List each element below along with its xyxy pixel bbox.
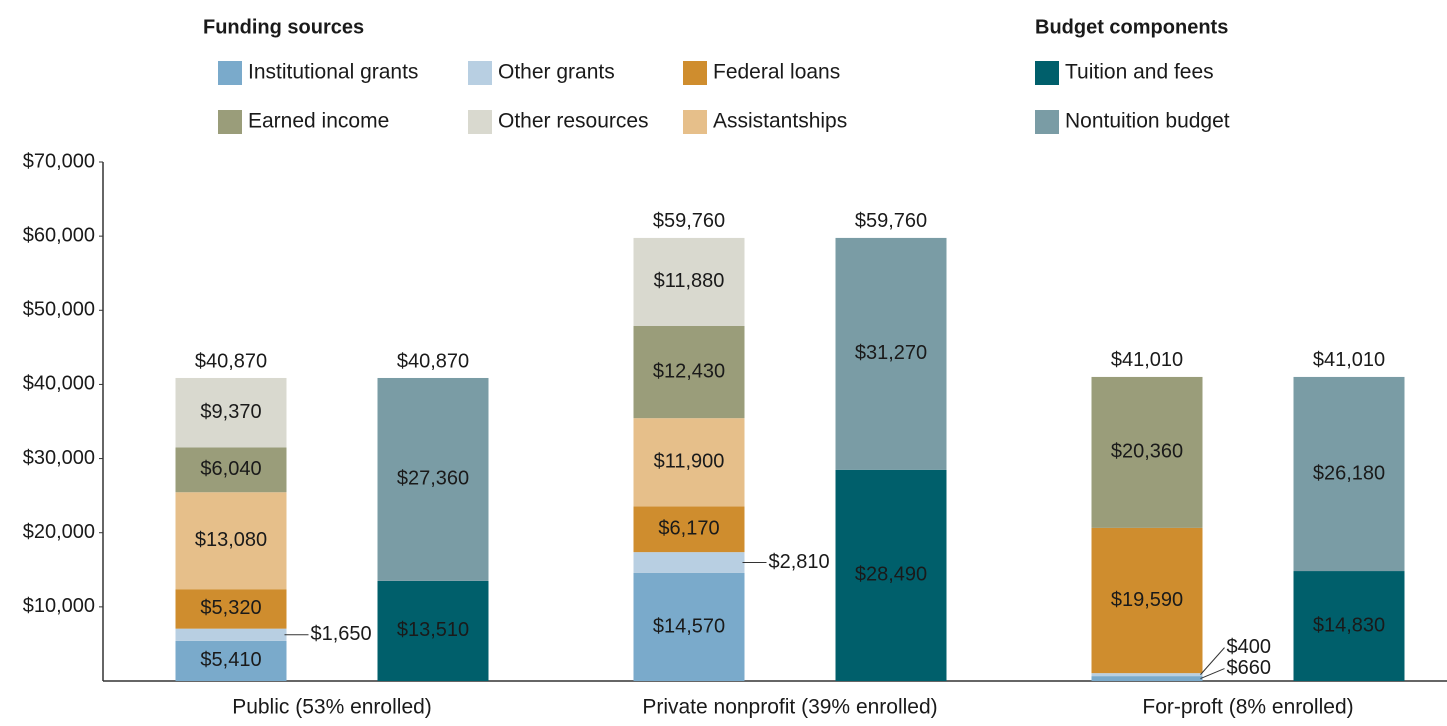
y-tick-label: $40,000 bbox=[23, 373, 95, 395]
bar-segment bbox=[633, 572, 745, 681]
data-label: $2,810 bbox=[769, 551, 830, 573]
data-label: $26,180 bbox=[1313, 462, 1385, 484]
data-label: $660 bbox=[1227, 657, 1272, 679]
legend-label: Tuition and fees bbox=[1065, 61, 1214, 84]
data-label: $28,490 bbox=[855, 564, 927, 586]
total-label: $59,760 bbox=[653, 210, 725, 232]
bar-segment bbox=[1091, 527, 1203, 674]
bar-segment bbox=[835, 237, 947, 470]
data-label: $6,170 bbox=[658, 518, 719, 540]
data-label: $27,360 bbox=[397, 468, 469, 490]
bar-segment bbox=[633, 326, 745, 419]
y-tick-label: $10,000 bbox=[23, 595, 95, 617]
bar-segment bbox=[175, 589, 287, 629]
total-label: $41,010 bbox=[1111, 349, 1183, 371]
legend-swatch bbox=[683, 61, 707, 85]
data-label: $11,880 bbox=[654, 270, 725, 292]
legend-label: Earned income bbox=[248, 110, 389, 133]
bar-segment bbox=[377, 377, 489, 581]
data-label: $11,900 bbox=[654, 451, 725, 473]
leader-line bbox=[1200, 668, 1225, 680]
data-label: $5,410 bbox=[200, 649, 261, 671]
bar-segment bbox=[1091, 673, 1203, 677]
x-tick-label: Public (53% enrolled) bbox=[232, 696, 432, 719]
total-label: $40,870 bbox=[195, 350, 267, 372]
legend-swatch bbox=[218, 61, 242, 85]
bar-segment bbox=[633, 506, 745, 553]
total-label: $59,760 bbox=[855, 210, 927, 232]
legend-swatch bbox=[468, 110, 492, 134]
legend-label: Federal loans bbox=[713, 61, 840, 84]
legend-swatch bbox=[1035, 110, 1059, 134]
total-label: $41,010 bbox=[1313, 349, 1385, 371]
total-label: $40,870 bbox=[397, 350, 469, 372]
y-tick-label: $70,000 bbox=[23, 150, 95, 172]
data-label: $1,650 bbox=[311, 623, 372, 645]
bar-segment bbox=[175, 640, 287, 681]
data-label: $9,370 bbox=[200, 401, 261, 423]
legend-label: Assistantships bbox=[713, 110, 847, 133]
legend-swatch bbox=[218, 110, 242, 134]
leader-line bbox=[1200, 647, 1225, 675]
legend-swatch bbox=[683, 110, 707, 134]
data-label: $31,270 bbox=[855, 342, 927, 364]
data-label: $14,830 bbox=[1313, 614, 1385, 636]
bar-segment bbox=[1091, 676, 1203, 681]
legend-label: Nontuition budget bbox=[1065, 110, 1230, 133]
data-label: $13,510 bbox=[397, 619, 469, 641]
legend-label: Other grants bbox=[498, 61, 615, 84]
bar-segment bbox=[1091, 376, 1203, 528]
legend-swatch bbox=[468, 61, 492, 85]
bar-segment bbox=[175, 377, 287, 448]
y-tick-label: $50,000 bbox=[23, 299, 95, 321]
data-label: $12,430 bbox=[653, 360, 725, 382]
data-label: $14,570 bbox=[653, 615, 725, 637]
x-tick-label: For-proft (8% enrolled) bbox=[1142, 696, 1353, 719]
legend-label: Institutional grants bbox=[248, 61, 418, 84]
bar-segment bbox=[377, 580, 489, 681]
data-label: $5,320 bbox=[200, 597, 261, 619]
bar-segment bbox=[175, 628, 287, 641]
legend-swatch bbox=[1035, 61, 1059, 85]
bar-segment bbox=[633, 552, 745, 573]
x-tick-label: Private nonprofit (39% enrolled) bbox=[642, 696, 937, 719]
legend-title: Funding sources bbox=[203, 16, 364, 38]
data-label: $19,590 bbox=[1111, 589, 1183, 611]
bar-segment bbox=[1293, 571, 1405, 681]
y-tick-label: $30,000 bbox=[23, 447, 95, 469]
bar-segment bbox=[633, 418, 745, 507]
y-tick-label: $20,000 bbox=[23, 521, 95, 543]
data-label: $20,360 bbox=[1111, 441, 1183, 463]
data-label: $6,040 bbox=[200, 458, 261, 480]
bar-segment bbox=[633, 237, 745, 327]
bar-segment bbox=[835, 469, 947, 681]
data-label: $13,080 bbox=[195, 529, 267, 551]
legend-label: Other resources bbox=[498, 110, 649, 133]
data-label: $400 bbox=[1227, 636, 1272, 658]
bar-segment bbox=[175, 492, 287, 590]
bar-segment bbox=[175, 447, 287, 493]
bar-segment bbox=[1293, 376, 1405, 572]
y-tick-label: $60,000 bbox=[23, 224, 95, 246]
legend-title: Budget components bbox=[1035, 16, 1228, 38]
